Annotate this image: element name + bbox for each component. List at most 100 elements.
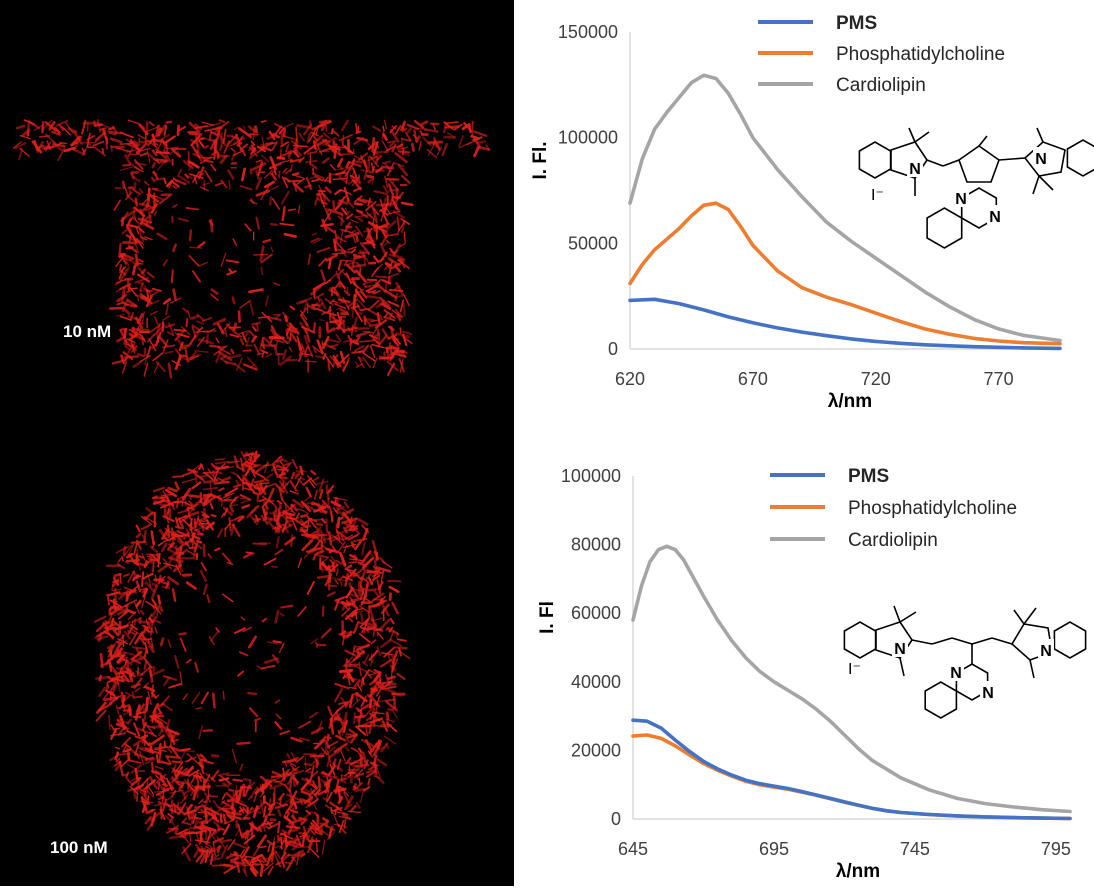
counterion-label: I⁻ — [871, 187, 884, 204]
mitochondria-segment — [260, 846, 266, 847]
mitochondria-segment — [166, 122, 171, 123]
mitochondria-segment — [383, 127, 384, 131]
mitochondria-segment — [303, 510, 307, 513]
mitochondria-segment — [264, 240, 271, 242]
mitochondria-segment — [326, 822, 327, 827]
mitochondria-segment — [148, 556, 152, 557]
mitochondria-segment — [368, 176, 373, 177]
mitochondria-segment — [178, 510, 189, 513]
mitochondria-segment — [374, 170, 384, 171]
mitochondria-segment — [195, 852, 198, 857]
mitochondria-segment — [117, 338, 124, 341]
mitochondria-segment — [286, 538, 295, 544]
mitochondria-segment — [345, 188, 349, 201]
mitochondria-segment — [332, 760, 335, 771]
mitochondria-segment — [242, 169, 244, 180]
mitochondria-segment — [299, 206, 300, 213]
mitochondria-segment — [151, 311, 158, 314]
mitochondria-segment — [404, 304, 405, 316]
mitochondria-segment — [391, 619, 394, 624]
mitochondria-segment — [232, 472, 238, 475]
mitochondria-segment — [369, 723, 371, 734]
mitochondria-segment — [227, 793, 233, 798]
mitochondria-segment — [60, 143, 67, 144]
mitochondria-segment — [341, 283, 345, 288]
mitochondria-segment — [318, 248, 330, 252]
mitochondria-segment — [125, 329, 126, 337]
mitochondria-segment — [365, 140, 371, 148]
mitochondria-segment — [162, 495, 171, 496]
bond — [972, 638, 992, 644]
mitochondria-segment — [391, 683, 396, 684]
mitochondria-segment — [255, 481, 263, 482]
mitochondria-segment — [382, 132, 383, 138]
mitochondria-segment — [204, 488, 218, 490]
x-tick-label: 620 — [615, 369, 645, 389]
mitochondria-segment — [249, 637, 256, 648]
mitochondria-segment — [385, 120, 387, 128]
mitochondria-segment — [365, 317, 366, 324]
mitochondria-segment — [223, 478, 230, 481]
mitochondria-segment — [221, 840, 231, 842]
bond — [1024, 608, 1036, 624]
mitochondria-segment — [368, 199, 370, 206]
mitochondria-segment — [281, 471, 282, 475]
nitrogen-atom: N — [989, 209, 1001, 226]
mitochondria-segment — [266, 143, 275, 144]
mitochondria-segment — [280, 224, 294, 226]
mitochondria-segment — [159, 783, 160, 790]
mitochondria-segment — [385, 687, 396, 689]
mitochondria-segment — [260, 339, 262, 350]
mitochondria-segment — [364, 787, 369, 790]
mitochondria-segment — [157, 197, 162, 199]
mitochondria-segment — [233, 810, 235, 819]
mitochondria-segment — [331, 165, 336, 170]
mitochondria-segment — [265, 827, 269, 829]
mitochondria-segment — [134, 792, 135, 798]
mitochondria-segment — [275, 846, 279, 848]
mitochondria-segment — [249, 290, 262, 292]
mitochondria-segment — [366, 319, 374, 321]
mitochondria-segment — [374, 191, 386, 194]
mitochondria-segment — [387, 745, 389, 749]
mitochondria-segment — [270, 197, 271, 204]
mitochondria-segment — [327, 339, 339, 342]
mitochondria-segment — [262, 255, 272, 263]
mitochondria-segment — [347, 734, 354, 735]
mitochondria-segment — [459, 136, 463, 146]
bond — [1037, 128, 1043, 142]
mitochondria-segment — [141, 611, 143, 614]
mitochondria-segment — [191, 496, 199, 497]
mitochondria-segment — [120, 762, 123, 774]
mitochondria-segment — [261, 866, 262, 876]
mitochondria-segment — [347, 273, 352, 283]
mitochondria-segment — [139, 260, 143, 262]
mitochondria-segment — [19, 149, 22, 159]
bond — [999, 158, 1025, 160]
mitochondria-segment — [211, 220, 212, 231]
mitochondria-segment — [331, 147, 344, 148]
mitochondria-segment — [280, 613, 284, 615]
mitochondria-segment — [160, 338, 166, 346]
mitochondria-segment — [243, 350, 251, 351]
mitochondria-segment — [168, 814, 173, 818]
mitochondria-segment — [328, 592, 335, 595]
mitochondria-segment — [124, 749, 131, 752]
mitochondria-segment — [145, 649, 147, 657]
mitochondria-segment — [299, 722, 310, 728]
mitochondria-segment — [256, 160, 261, 162]
mitochondria-segment — [156, 160, 167, 161]
mitochondria-segment — [188, 311, 190, 318]
mitochondria-segment — [287, 826, 299, 828]
mitochondria-segment — [114, 600, 115, 609]
mitochondria-segment — [286, 317, 287, 322]
y-tick-label: 0 — [611, 809, 621, 829]
mitochondria-segment — [283, 350, 286, 359]
mitochondria-segment — [214, 801, 220, 809]
mitochondria-segment — [96, 677, 107, 678]
mitochondria-segment — [433, 124, 435, 129]
mitochondria-segment — [123, 635, 124, 646]
mitochondria-segment — [284, 136, 294, 139]
mitochondria-segment — [336, 272, 337, 278]
